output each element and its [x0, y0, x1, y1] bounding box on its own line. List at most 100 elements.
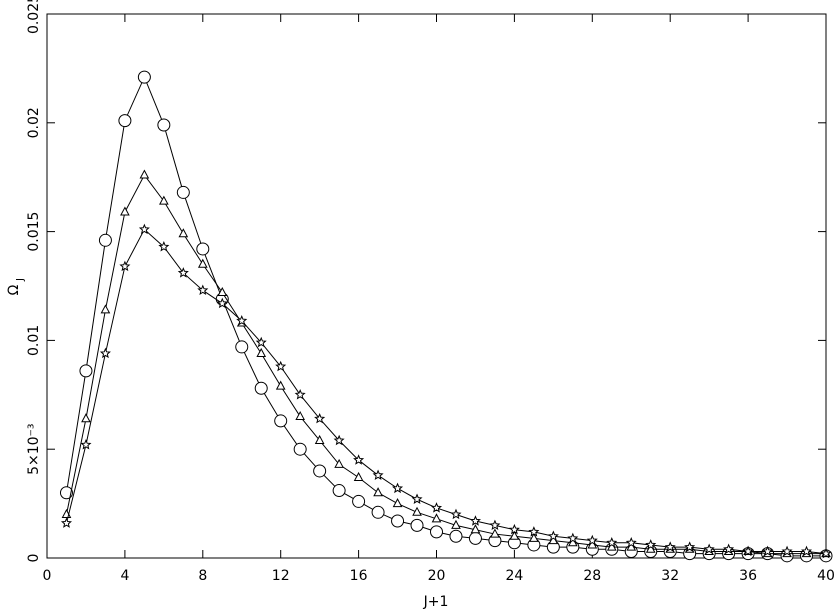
y-tick-label: 0.025: [26, 0, 42, 34]
marker-star: [742, 545, 754, 557]
marker-circle: [410, 518, 424, 532]
marker-star: [508, 523, 520, 535]
marker-star: [762, 545, 774, 557]
marker-triangle: [314, 434, 325, 444]
marker-circle: [118, 114, 132, 128]
marker-triangle: [431, 513, 442, 523]
marker-star: [684, 541, 696, 552]
marker-star: [177, 267, 189, 278]
marker-circle: [254, 381, 268, 395]
marker-triangle: [412, 506, 422, 516]
marker-star: [801, 545, 813, 557]
marker-star: [528, 526, 540, 537]
marker-circle: [59, 486, 73, 500]
marker-circle: [98, 233, 112, 247]
x-tick-label: 24: [505, 568, 523, 584]
marker-star: [236, 315, 248, 326]
marker-circle: [235, 340, 249, 354]
x-tick-label: 4: [120, 568, 129, 584]
marker-star: [586, 534, 598, 546]
marker-star: [489, 519, 501, 531]
marker-triangle: [392, 498, 403, 508]
y-axis-label-sub: J: [15, 278, 26, 282]
y-tick-label: 0.01: [26, 325, 42, 356]
x-tick-label: 36: [739, 568, 757, 584]
marker-star: [158, 241, 170, 252]
y-axis-label: Ω: [6, 284, 22, 295]
marker-star: [294, 389, 306, 400]
marker-circle: [196, 242, 210, 256]
marker-triangle: [217, 286, 228, 297]
marker-triangle: [490, 528, 500, 538]
marker-triangle: [509, 530, 520, 540]
marker-triangle: [197, 258, 208, 268]
marker-circle: [332, 484, 346, 498]
marker-circle: [468, 531, 482, 545]
x-tick-label: 8: [198, 568, 207, 584]
marker-star: [781, 545, 793, 557]
x-tick-label: 16: [350, 568, 368, 584]
marker-triangle: [139, 169, 150, 179]
y-tick-label: 5×10⁻³: [26, 423, 42, 474]
marker-triangle: [81, 413, 91, 423]
marker-star: [275, 360, 287, 372]
marker-triangle: [159, 195, 169, 205]
marker-circle: [157, 118, 171, 132]
marker-circle: [293, 442, 307, 456]
y-tick-label: 0: [26, 554, 42, 563]
marker-star: [606, 536, 618, 548]
marker-star: [820, 547, 832, 559]
series-line: [65, 174, 826, 555]
marker-triangle: [451, 519, 461, 529]
marker-triangle: [470, 524, 481, 534]
marker-star: [547, 530, 559, 541]
x-tick-label: 28: [583, 568, 601, 584]
marker-star: [119, 260, 131, 272]
marker-star: [664, 541, 676, 552]
marker-star: [197, 284, 209, 296]
marker-star: [411, 493, 423, 504]
x-tick-label: 0: [43, 568, 52, 584]
marker-triangle: [178, 228, 189, 238]
marker-star: [392, 482, 404, 494]
y-tick-label: 0.015: [26, 212, 42, 252]
marker-star: [60, 517, 72, 528]
marker-star: [80, 439, 92, 450]
marker-triangle: [256, 347, 267, 357]
marker-triangle: [100, 304, 111, 314]
marker-star: [703, 543, 715, 554]
y-axis-label-group: Ω J: [6, 278, 26, 295]
marker-circle: [313, 464, 327, 478]
plot-frame: [46, 13, 827, 559]
marker-star: [333, 434, 345, 446]
marker-triangle: [529, 532, 539, 542]
x-axis-label: J+1: [423, 594, 449, 610]
marker-circle: [274, 414, 288, 428]
marker-star: [450, 508, 462, 520]
series-line: [65, 75, 826, 557]
marker-star: [469, 515, 481, 526]
marker-circle: [371, 505, 385, 519]
x-tick-label: 32: [661, 568, 679, 584]
series-line: [65, 228, 827, 555]
x-tick-label: 20: [428, 568, 446, 584]
marker-circle: [391, 514, 405, 528]
marker-star: [99, 347, 111, 359]
marker-star: [255, 336, 267, 348]
x-tick-label: 12: [272, 568, 290, 584]
y-tick-label: 0.02: [26, 107, 42, 138]
marker-circle: [352, 494, 366, 508]
marker-star: [216, 297, 228, 309]
marker-star: [138, 223, 150, 235]
marker-triangle: [275, 380, 286, 390]
marker-circle: [430, 525, 443, 539]
marker-triangle: [334, 458, 344, 468]
marker-star: [314, 412, 326, 424]
marker-circle: [176, 185, 190, 199]
marker-circle: [449, 529, 463, 543]
marker-star: [625, 536, 637, 548]
x-tick-label: 40: [817, 568, 835, 584]
marker-triangle: [353, 471, 364, 481]
marker-star: [645, 539, 657, 550]
marker-star: [372, 469, 384, 481]
